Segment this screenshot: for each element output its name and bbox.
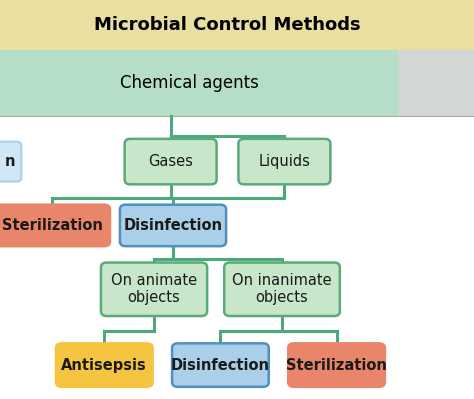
FancyBboxPatch shape (0, 0, 474, 50)
FancyBboxPatch shape (0, 50, 398, 116)
Text: Chemical agents: Chemical agents (120, 73, 259, 92)
Text: Antisepsis: Antisepsis (62, 358, 147, 373)
Text: Gases: Gases (148, 154, 193, 169)
FancyBboxPatch shape (0, 205, 110, 246)
FancyBboxPatch shape (125, 139, 217, 184)
FancyBboxPatch shape (288, 343, 385, 387)
FancyBboxPatch shape (224, 263, 340, 316)
Text: Microbial Control Methods: Microbial Control Methods (94, 16, 361, 34)
Text: Liquids: Liquids (258, 154, 310, 169)
Text: Sterilization: Sterilization (2, 218, 102, 233)
FancyBboxPatch shape (101, 263, 207, 316)
FancyBboxPatch shape (120, 205, 226, 246)
Text: n: n (5, 154, 16, 169)
FancyBboxPatch shape (172, 343, 269, 387)
FancyBboxPatch shape (56, 343, 153, 387)
Text: Sterilization: Sterilization (286, 358, 387, 373)
Text: On animate
objects: On animate objects (111, 273, 197, 306)
Text: Disinfection: Disinfection (124, 218, 222, 233)
FancyBboxPatch shape (0, 142, 21, 182)
Text: On inanimate
objects: On inanimate objects (232, 273, 332, 306)
Text: Disinfection: Disinfection (171, 358, 270, 373)
FancyBboxPatch shape (238, 139, 330, 184)
FancyBboxPatch shape (398, 50, 474, 116)
FancyBboxPatch shape (0, 116, 474, 399)
